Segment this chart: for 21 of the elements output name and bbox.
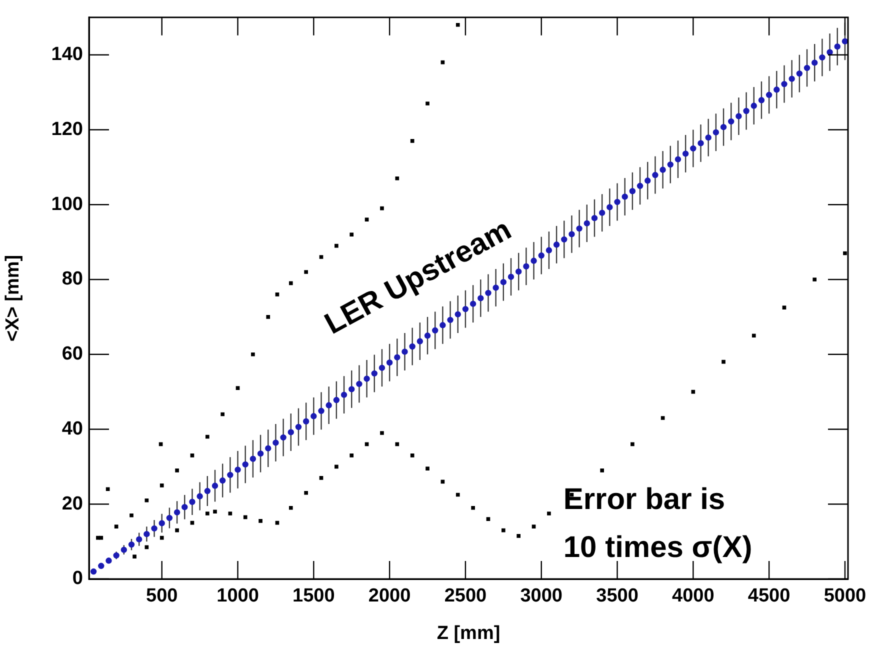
x-tick-label: 500 <box>146 586 178 607</box>
y-tick-label: 140 <box>51 44 83 66</box>
x-tick-label: 1500 <box>292 586 335 607</box>
x-tick-label: 3000 <box>520 586 563 607</box>
x-axis-title: Z [mm] <box>436 622 500 644</box>
y-tick-label: 60 <box>62 344 83 365</box>
y-tick-label: 120 <box>51 118 83 140</box>
y-tick-label: 100 <box>51 194 83 215</box>
y-axis-title: <X> [mm] <box>2 254 24 342</box>
y-tick-label: 20 <box>62 493 83 514</box>
y-tick-label: 0 <box>72 568 83 590</box>
x-tick-label: 3500 <box>596 586 638 607</box>
y-tick-label: 40 <box>62 418 83 440</box>
x-tick-label: 4000 <box>672 586 714 607</box>
x-tick-label: 1000 <box>216 586 259 607</box>
annotation: Error bar is 10 times σ(X) <box>563 482 752 564</box>
x-tick-label: 2000 <box>368 586 411 607</box>
x-tick-label: 4500 <box>748 586 790 607</box>
x-tick-label: 5000 <box>824 586 866 607</box>
y-tick-label: 80 <box>62 268 83 290</box>
x-tick-label: 2500 <box>444 586 487 607</box>
